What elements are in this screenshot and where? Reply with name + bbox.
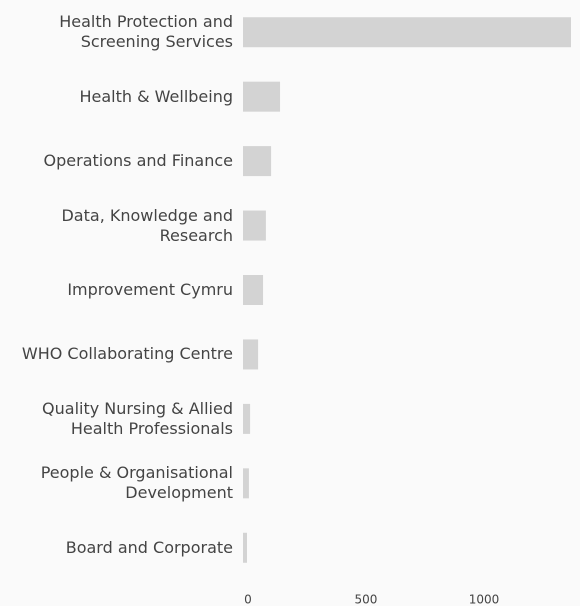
x-tick-label: 500 <box>355 593 378 606</box>
bar <box>243 468 249 499</box>
bar <box>243 339 259 370</box>
bar <box>243 275 264 305</box>
bar <box>243 210 266 241</box>
y-tick-label: WHO Collaborating Centre <box>21 344 233 364</box>
y-tick-label: Board and Corporate <box>65 537 233 557</box>
bar <box>243 146 272 177</box>
y-tick-label: Improvement Cymru <box>67 280 233 299</box>
y-tick-label: People & Organisational Development <box>40 463 233 503</box>
y-tick-label: Health & Wellbeing <box>79 86 233 106</box>
bar <box>243 532 248 563</box>
bar <box>243 17 571 48</box>
y-tick-label: Health Protection and Screening Services <box>59 12 233 52</box>
y-tick-label: Data, Knowledge and Research <box>61 205 233 245</box>
y-tick-label: Quality Nursing & Allied Health Professi… <box>42 398 233 438</box>
bar <box>243 403 251 434</box>
x-tick-label: 1000 <box>469 593 500 606</box>
y-tick-label: Operations and Finance <box>43 151 233 171</box>
x-tick-label: 0 <box>244 593 252 606</box>
bar <box>243 81 281 112</box>
